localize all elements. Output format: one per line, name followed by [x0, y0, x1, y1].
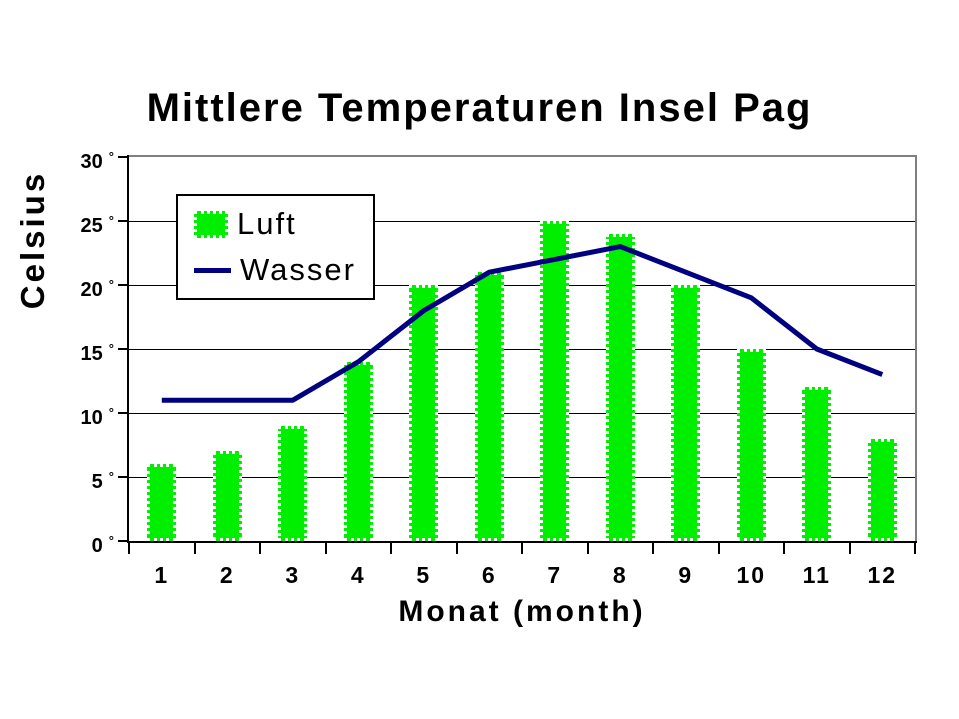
x-tick-11 [848, 541, 851, 554]
x-axis-title: Monat (month) [398, 595, 646, 628]
y-tick-5 [118, 476, 129, 478]
x-tick-label-12: 12 [867, 562, 898, 588]
x-tick-4 [390, 541, 392, 554]
y-tick-value: 10 [80, 407, 103, 429]
y-tick-label-5: 5 ° [18, 465, 114, 493]
x-tick-2 [259, 541, 261, 554]
degree-symbol: ° [108, 213, 114, 228]
degree-symbol: ° [108, 341, 114, 356]
x-tick-label-1: 1 [154, 562, 170, 588]
x-tick-10 [783, 541, 785, 554]
bar-luft-month-5 [409, 285, 439, 541]
legend-item-luft: Luft [194, 207, 373, 241]
y-tick-20 [118, 284, 129, 286]
bar-luft-month-12 [867, 438, 897, 541]
plot-frame-right [915, 155, 917, 543]
bar-luft-month-3 [278, 425, 308, 541]
bar-luft-month-6 [474, 272, 504, 541]
legend-wasser-label: Wasser [240, 252, 356, 287]
x-tick-12 [914, 541, 916, 554]
bar-luft-month-2 [212, 451, 242, 541]
degree-symbol: ° [108, 533, 114, 548]
y-tick-label-25: 25 ° [18, 209, 114, 237]
gridline-5 [129, 477, 915, 478]
gridline-15 [129, 349, 915, 350]
wasser-line-layer [161, 244, 884, 403]
bar-luft-month-9 [671, 285, 701, 541]
legend: Luft Wasser [176, 194, 375, 300]
legend-luft-label: Luft [237, 206, 297, 241]
y-tick-10 [118, 412, 129, 414]
x-tick-label-2: 2 [219, 562, 235, 588]
y-tick-label-30: 30 ° [18, 145, 114, 173]
y-tick-label-0: 0 ° [18, 529, 114, 557]
y-tick-25 [118, 220, 129, 222]
gridline-10 [129, 413, 915, 414]
bar-luft-month-4 [343, 361, 373, 541]
bar-luft-month-10 [736, 349, 766, 541]
x-tick-6 [521, 541, 523, 554]
y-tick-value: 15 [80, 343, 103, 365]
plot-area: Luft Wasser [129, 157, 915, 541]
gridline-25 [129, 221, 915, 222]
y-tick-15 [118, 348, 129, 350]
x-tick-label-10: 10 [736, 562, 767, 588]
bar-luft-month-8 [605, 233, 635, 541]
y-tick-value: 30 [80, 151, 103, 173]
wasser-line [161, 244, 884, 403]
x-tick-5 [455, 541, 458, 554]
degree-symbol: ° [108, 405, 114, 420]
bar-luft-month-1 [147, 464, 177, 541]
y-tick-0 [118, 540, 129, 542]
x-tick-3 [324, 541, 327, 554]
x-tick-label-4: 4 [350, 562, 366, 588]
chart-title: Mittlere Temperaturen Insel Pag [146, 86, 813, 130]
x-tick-label-6: 6 [481, 562, 497, 588]
x-tick-9 [717, 541, 720, 554]
y-tick-value: 25 [80, 215, 103, 237]
bar-luft-month-11 [802, 387, 832, 541]
x-tick-8 [652, 541, 654, 554]
gridline-20 [129, 285, 915, 286]
legend-luft-swatch [194, 210, 228, 238]
y-tick-value: 5 [91, 471, 103, 493]
degree-symbol: ° [108, 469, 114, 484]
x-tick-label-3: 3 [285, 562, 301, 588]
y-tick-value: 0 [91, 535, 103, 557]
y-tick-label-20: 20 ° [18, 273, 114, 301]
y-tick-value: 20 [80, 279, 103, 301]
x-tick-0 [128, 541, 130, 554]
legend-wasser-swatch [194, 267, 231, 273]
x-tick-label-8: 8 [612, 562, 628, 588]
x-tick-7 [586, 541, 589, 554]
x-tick-label-9: 9 [678, 562, 694, 588]
x-tick-label-5: 5 [416, 562, 432, 588]
plot-frame-top [129, 155, 917, 157]
x-tick-label-7: 7 [547, 562, 563, 588]
bar-luft-month-7 [540, 221, 570, 541]
degree-symbol: ° [108, 277, 114, 292]
y-tick-label-10: 10 ° [18, 401, 114, 429]
y-tick-label-15: 15 ° [18, 337, 114, 365]
degree-symbol: ° [108, 149, 114, 164]
x-tick-label-11: 11 [802, 562, 831, 588]
y-tick-30 [118, 156, 129, 158]
legend-item-wasser: Wasser [194, 253, 373, 287]
x-tick-1 [193, 541, 196, 554]
